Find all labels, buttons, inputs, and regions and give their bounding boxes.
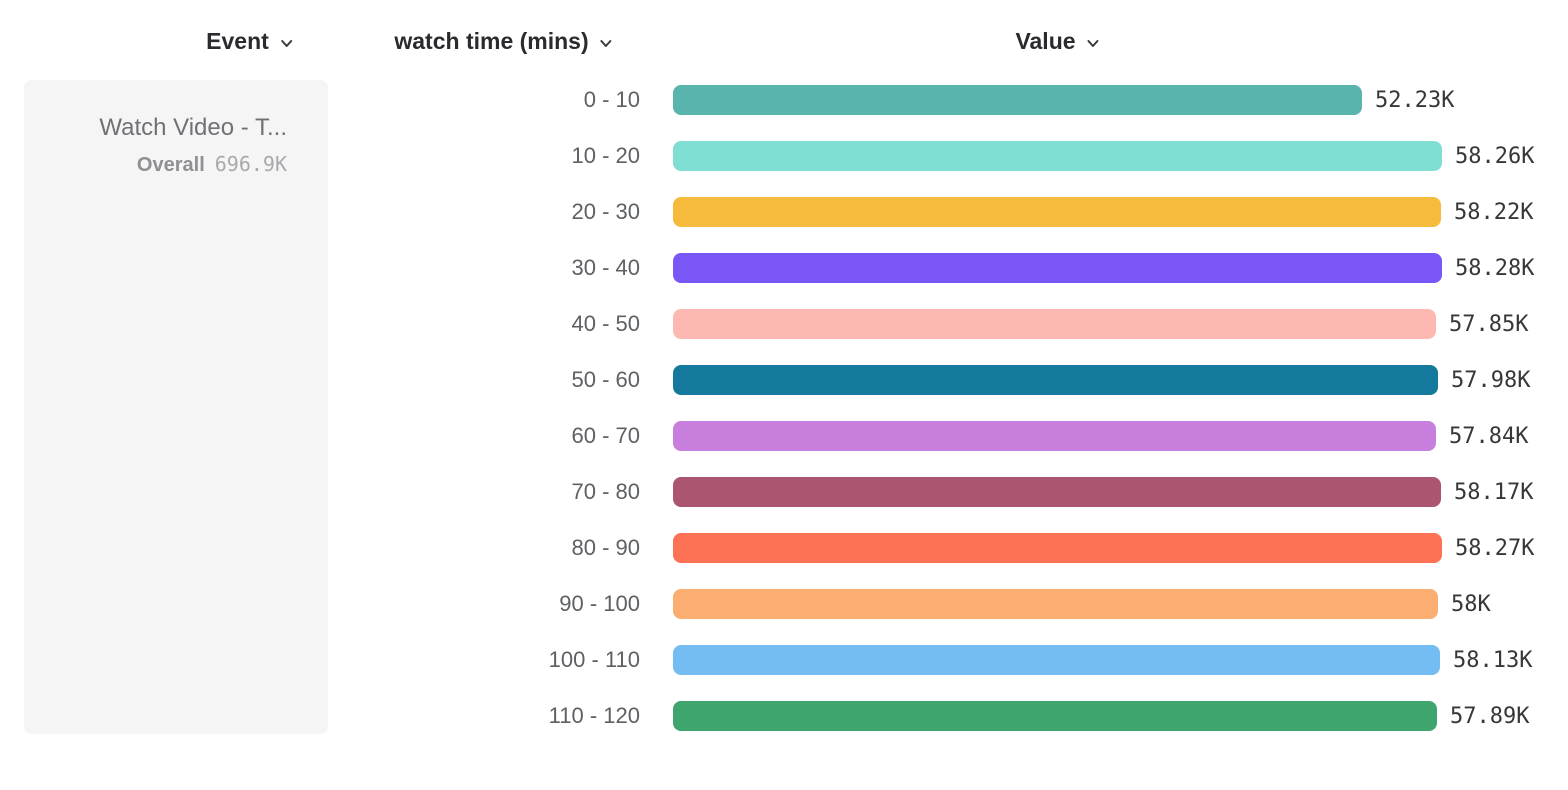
value-label: 58.26K [1455, 143, 1535, 169]
chart-row: 80 - 90 58.27K [0, 520, 1568, 576]
bar-track: 58.17K [673, 477, 1533, 507]
category-label: 50 - 60 [571, 367, 641, 392]
value-label: 52.23K [1375, 87, 1455, 113]
bar[interactable] [673, 645, 1440, 675]
chart-row: 20 - 30 58.22K [0, 184, 1568, 240]
chart-row: 40 - 50 57.85K [0, 296, 1568, 352]
chart-row: 110 - 120 57.89K [0, 688, 1568, 744]
category-label: 60 - 70 [571, 423, 641, 448]
chart-row: 100 - 110 58.13K [0, 632, 1568, 688]
bar-track: 57.85K [673, 309, 1528, 339]
bar-track: 57.98K [673, 365, 1530, 395]
bar[interactable] [673, 85, 1362, 115]
breakdown-column-header[interactable]: watch time (mins) [394, 28, 613, 55]
bar[interactable] [673, 589, 1438, 619]
value-label: 58.27K [1455, 535, 1535, 561]
bar-track: 58.27K [673, 533, 1534, 563]
value-label: 58.13K [1453, 647, 1533, 673]
chart-row: 10 - 20 58.26K [0, 128, 1568, 184]
bar[interactable] [673, 421, 1436, 451]
chart-row: 0 - 10 52.23K [0, 72, 1568, 128]
event-column-header[interactable]: Event [206, 28, 294, 55]
chevron-down-icon [279, 36, 294, 51]
breakdown-column-label: watch time (mins) [394, 28, 589, 54]
bar[interactable] [673, 701, 1437, 731]
chart-row: 50 - 60 57.98K [0, 352, 1568, 408]
value-label: 58.28K [1455, 255, 1535, 281]
bar-track: 57.84K [673, 421, 1528, 451]
category-label: 110 - 120 [548, 703, 640, 728]
chevron-down-icon [1086, 36, 1101, 51]
value-label: 57.98K [1451, 367, 1531, 393]
bar[interactable] [673, 533, 1442, 563]
bar[interactable] [673, 365, 1438, 395]
category-label: 90 - 100 [559, 591, 640, 616]
category-label: 10 - 20 [571, 143, 641, 168]
event-column-label: Event [206, 28, 269, 54]
category-label: 80 - 90 [571, 535, 641, 560]
category-label: 100 - 110 [548, 647, 640, 672]
bar-track: 58.22K [673, 197, 1533, 227]
bar-chart: 0 - 10 52.23K 10 - 20 58.26K 20 - 30 58.… [0, 72, 1568, 744]
bar-track: 58.13K [673, 645, 1532, 675]
bar-track: 58.26K [673, 141, 1534, 171]
event-title: Watch Video - T... [99, 114, 287, 141]
value-label: 58.22K [1454, 199, 1534, 225]
category-label: 70 - 80 [571, 479, 641, 504]
bar[interactable] [673, 309, 1436, 339]
value-label: 58K [1451, 591, 1491, 617]
category-label: 40 - 50 [571, 311, 641, 336]
value-column-label: Value [1015, 28, 1076, 54]
bar[interactable] [673, 141, 1442, 171]
value-label: 57.84K [1449, 423, 1529, 449]
bar[interactable] [673, 197, 1441, 227]
chart-row: 30 - 40 58.28K [0, 240, 1568, 296]
bar[interactable] [673, 253, 1442, 283]
chart-row: 90 - 100 58K [0, 576, 1568, 632]
bar-track: 57.89K [673, 701, 1529, 731]
bar-track: 52.23K [673, 85, 1454, 115]
overall-value: 696.9K [214, 151, 287, 176]
value-label: 57.89K [1450, 703, 1530, 729]
value-label: 58.17K [1454, 479, 1534, 505]
event-card[interactable]: Watch Video - T... Overall 696.9K [24, 80, 328, 734]
bar-track: 58K [673, 589, 1491, 619]
category-label: 20 - 30 [571, 199, 641, 224]
chart-row: 60 - 70 57.84K [0, 408, 1568, 464]
bar[interactable] [673, 477, 1441, 507]
value-label: 57.85K [1449, 311, 1529, 337]
chart-row: 70 - 80 58.17K [0, 464, 1568, 520]
overall-label: Overall [136, 153, 205, 176]
category-label: 30 - 40 [571, 255, 641, 280]
chevron-down-icon [599, 36, 614, 51]
bar-track: 58.28K [673, 253, 1534, 283]
category-label: 0 - 10 [583, 87, 640, 112]
event-overall-row: Overall 696.9K [24, 152, 287, 177]
value-column-header[interactable]: Value [1015, 28, 1100, 55]
